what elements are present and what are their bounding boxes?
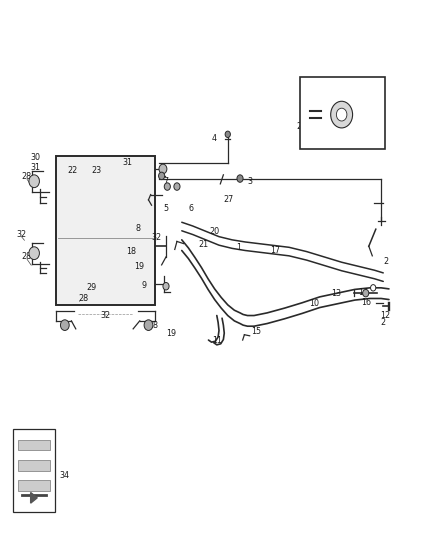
Text: 19: 19 (166, 329, 176, 337)
Text: 10: 10 (310, 300, 319, 308)
Text: 19: 19 (134, 262, 145, 271)
Text: 31: 31 (122, 158, 132, 167)
Text: 7: 7 (163, 177, 168, 185)
Text: 5: 5 (163, 205, 168, 213)
Text: 1: 1 (236, 244, 241, 252)
Text: 23: 23 (91, 166, 102, 175)
Circle shape (371, 285, 376, 291)
Circle shape (29, 175, 39, 188)
Text: 32: 32 (152, 233, 162, 241)
Text: 28: 28 (21, 253, 32, 261)
Circle shape (60, 320, 69, 330)
Text: 31: 31 (30, 164, 40, 172)
Circle shape (163, 282, 169, 290)
Text: 27: 27 (223, 196, 234, 204)
Circle shape (159, 172, 165, 180)
Text: 22: 22 (67, 166, 78, 175)
Circle shape (331, 101, 353, 128)
Text: 6: 6 (188, 205, 193, 213)
Bar (13, 429, 55, 512)
Text: 33: 33 (30, 177, 40, 185)
Circle shape (29, 247, 39, 260)
Bar (56, 156, 155, 305)
Text: 16: 16 (361, 298, 371, 307)
Text: 4: 4 (211, 134, 216, 143)
Circle shape (237, 175, 243, 182)
Circle shape (174, 183, 180, 190)
Bar (18, 460, 50, 471)
Text: 11: 11 (212, 336, 222, 344)
Text: 25: 25 (358, 102, 369, 111)
Text: 3: 3 (247, 177, 252, 185)
Text: 29: 29 (86, 284, 96, 292)
Text: 30: 30 (30, 153, 40, 161)
Text: 28: 28 (21, 173, 32, 181)
Bar (18, 440, 50, 450)
Circle shape (159, 164, 167, 174)
Polygon shape (31, 492, 37, 503)
Circle shape (336, 108, 347, 121)
Text: 34: 34 (60, 471, 70, 480)
Text: 26: 26 (343, 127, 353, 136)
Text: 18: 18 (127, 247, 136, 256)
Text: 13: 13 (332, 289, 341, 297)
Text: 14: 14 (358, 288, 367, 296)
Text: 20: 20 (209, 227, 220, 236)
Text: 32: 32 (100, 311, 110, 320)
Bar (300, 77, 385, 149)
Text: 32: 32 (16, 230, 26, 239)
Text: 17: 17 (270, 246, 280, 255)
Text: 18: 18 (148, 321, 158, 329)
Text: 9: 9 (142, 281, 147, 290)
Text: 8: 8 (136, 224, 141, 232)
Circle shape (164, 183, 170, 190)
Bar (18, 480, 50, 491)
Circle shape (363, 289, 369, 297)
Circle shape (144, 320, 153, 330)
Text: 24: 24 (296, 123, 307, 131)
Text: 12: 12 (380, 311, 391, 320)
Text: 15: 15 (251, 327, 261, 336)
Text: 2: 2 (381, 318, 386, 327)
Text: 2: 2 (383, 257, 388, 265)
Text: 28: 28 (78, 294, 88, 303)
Text: 21: 21 (198, 240, 209, 248)
Circle shape (225, 131, 230, 138)
